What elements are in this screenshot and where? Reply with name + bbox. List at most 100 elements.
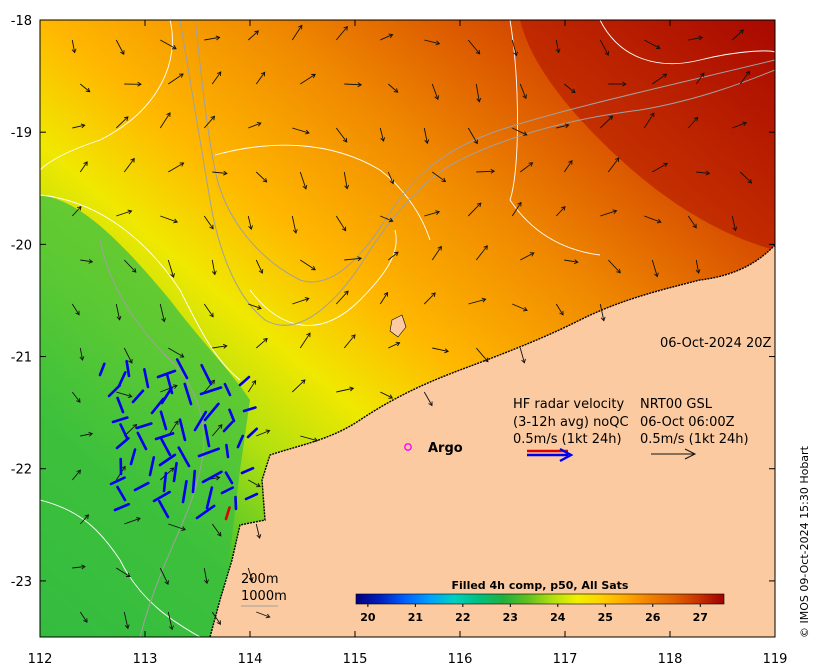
- velocity-arrow-shaft: [643, 112, 655, 129]
- velocity-arrow-head: [179, 162, 185, 167]
- hf-radar-arrow: [191, 469, 197, 494]
- velocity-arrow-shaft: [731, 29, 744, 41]
- hf-radar-arrow: [183, 382, 193, 406]
- hf-radar-arrow: [148, 456, 156, 477]
- velocity-arrow-head: [116, 315, 122, 321]
- colorbar-tick-label: 26: [645, 611, 661, 624]
- velocity-arrow-shaft: [380, 34, 393, 41]
- velocity-arrow-head: [306, 332, 311, 338]
- velocity-arrow-shaft: [159, 112, 171, 129]
- hf-radar-arrow: [116, 485, 127, 502]
- colorbar-tick-label: 22: [455, 611, 470, 624]
- velocity-arrow-shaft: [116, 567, 131, 577]
- velocity-arrow-shaft: [160, 215, 178, 223]
- velocity-arrow-head: [481, 297, 487, 303]
- velocity-arrow-head: [216, 71, 222, 77]
- velocity-arrow-shaft: [387, 83, 399, 93]
- velocity-arrow-head: [124, 624, 130, 630]
- velocity-arrow-shaft: [555, 206, 566, 217]
- hf-radar-arrow: [117, 371, 127, 388]
- velocity-arrow-shaft: [79, 161, 88, 173]
- velocity-arrow-head: [256, 305, 262, 310]
- velocity-arrow-shaft: [211, 611, 221, 625]
- credit-label: © IMOS 09-Oct-2024 15:30 Hobart: [798, 445, 811, 638]
- velocity-arrow-head: [559, 310, 564, 316]
- velocity-arrow-head: [344, 184, 350, 190]
- velocity-arrow-shaft: [291, 215, 297, 234]
- hf-radar-arrow: [195, 504, 216, 520]
- velocity-arrow-shaft: [292, 127, 310, 134]
- velocity-arrow-head: [85, 87, 91, 93]
- velocity-arrow-shaft: [159, 303, 165, 322]
- x-tick-label: 119: [763, 652, 788, 667]
- velocity-arrow-shaft: [784, 172, 790, 189]
- velocity-arrow-shaft: [247, 30, 259, 41]
- velocity-arrow-shaft: [424, 39, 440, 45]
- velocity-arrow-shaft: [255, 72, 266, 85]
- velocity-arrow-shaft: [731, 215, 737, 231]
- velocity-arrow-head: [161, 317, 166, 323]
- velocity-arrow-head: [484, 357, 489, 363]
- x-tick-label: 118: [658, 652, 683, 667]
- velocity-arrow-shaft: [607, 157, 620, 173]
- velocity-arrow-head: [166, 112, 171, 117]
- velocity-arrow-head: [248, 576, 254, 582]
- velocity-arrow-shaft: [255, 523, 261, 539]
- velocity-arrow-shaft: [343, 171, 348, 189]
- velocity-arrow-head: [217, 424, 223, 429]
- velocity-arrow-shaft: [291, 25, 303, 41]
- velocity-arrow-shaft: [512, 127, 527, 136]
- velocity-arrow-head: [608, 115, 614, 121]
- velocity-arrow-head: [393, 88, 399, 93]
- hf-radar-arrow: [143, 368, 150, 389]
- velocity-arrow-shaft: [696, 171, 710, 174]
- hf-radar-arrow: [154, 432, 175, 441]
- velocity-arrow-shaft: [563, 160, 573, 173]
- hf-radar-arrow: [136, 431, 148, 451]
- velocity-arrow-head: [622, 81, 627, 87]
- velocity-arrow-head: [388, 217, 394, 223]
- velocity-arrow-shaft: [248, 122, 262, 129]
- velocity-arrow-shaft: [599, 303, 605, 321]
- gsl-legend-line3: 0.5m/s (1kt 24h): [640, 432, 749, 447]
- gsl-legend-line2: 06-Oct 06:00Z: [640, 415, 735, 430]
- velocity-arrow-head: [529, 252, 535, 257]
- gsl-legend-line1: NRT00 GSL: [640, 397, 713, 412]
- velocity-arrow-shaft: [300, 73, 316, 85]
- velocity-arrow-shaft: [159, 567, 169, 585]
- velocity-arrow-head: [174, 420, 179, 426]
- coastline: [209, 244, 775, 637]
- velocity-arrow-head: [125, 572, 131, 578]
- velocity-arrow-shaft: [600, 210, 617, 217]
- small-island: [389, 314, 407, 338]
- velocity-arrow-head: [700, 72, 705, 78]
- velocity-arrow-shaft: [203, 567, 208, 584]
- velocity-arrow-head: [698, 35, 704, 41]
- hf-radar-arrow: [222, 420, 234, 433]
- velocity-arrow-shaft: [431, 83, 439, 100]
- velocity-arrow-shaft: [387, 171, 394, 184]
- velocity-arrow-head: [616, 268, 621, 274]
- velocity-arrow-head: [444, 348, 450, 354]
- velocity-arrow-shaft: [203, 215, 214, 230]
- velocity-arrow-head: [787, 185, 791, 189]
- gsl-velocity-arrows: [71, 24, 791, 631]
- velocity-arrow-head: [211, 270, 217, 276]
- velocity-arrow-head: [304, 129, 310, 135]
- velocity-legend: HF radar velocity (3-12h avg) noQC 0.5m/…: [404, 397, 749, 463]
- velocity-arrow-shaft: [599, 39, 609, 56]
- hf-radar-arrow: [201, 470, 223, 484]
- velocity-arrow-head: [300, 379, 306, 384]
- velocity-arrow-shaft: [168, 73, 184, 85]
- hf-radar-arrow: [162, 471, 168, 493]
- velocity-arrow-head: [522, 94, 527, 100]
- velocity-arrow-head: [389, 179, 395, 185]
- velocity-arrow-head: [256, 534, 262, 539]
- hf-radar-arrow: [203, 424, 211, 448]
- velocity-arrow-head: [523, 306, 528, 312]
- velocity-arrow-head: [561, 206, 566, 211]
- velocity-arrow-head: [76, 205, 82, 211]
- colorbar-tick-label: 21: [408, 611, 423, 624]
- velocity-arrow-head: [343, 25, 348, 31]
- velocity-arrow-shaft: [563, 83, 576, 93]
